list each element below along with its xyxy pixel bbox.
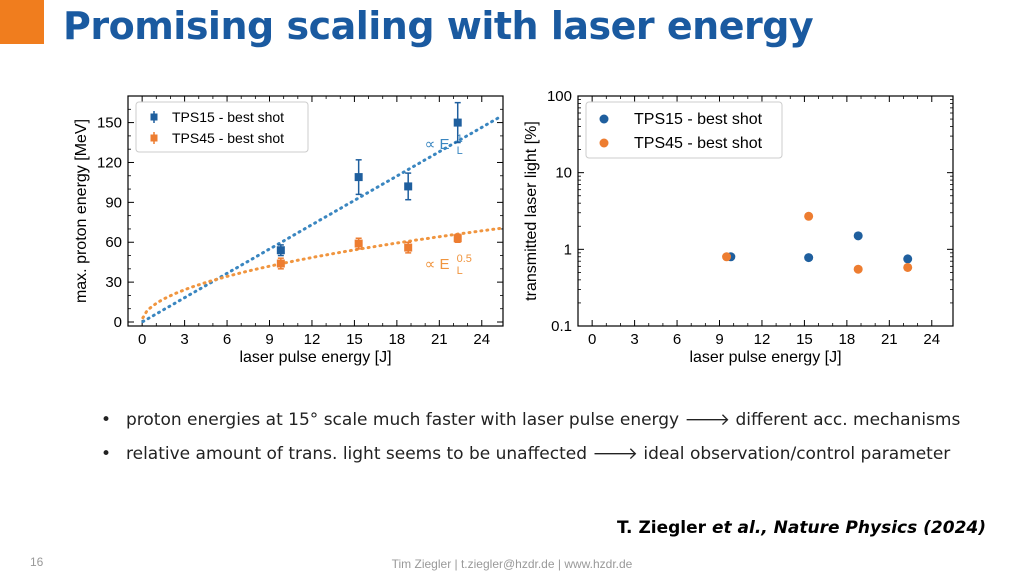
y-tick-label: 0.1 <box>551 318 572 335</box>
data-point <box>276 246 285 255</box>
legend-label: TPS45 - best shot <box>172 130 284 146</box>
x-tick-label: 0 <box>138 331 146 348</box>
y-tick-label: 1 <box>564 241 572 258</box>
y-axis-label: transmitted laser light [%] <box>523 121 540 301</box>
x-tick-label: 6 <box>223 331 231 348</box>
data-point <box>453 118 462 127</box>
data-point <box>903 254 913 264</box>
data-point <box>853 264 863 274</box>
legend-marker <box>150 113 158 121</box>
y-tick-label: 10 <box>555 165 572 182</box>
citation: T. Ziegler et al., Nature Physics (2024) <box>617 518 986 538</box>
x-tick-label: 3 <box>630 331 638 348</box>
y-tick-label: 150 <box>97 115 122 132</box>
fit-label: ∝ E <box>425 136 450 153</box>
y-tick-label: 100 <box>547 88 572 105</box>
x-axis-label: laser pulse energy [J] <box>239 349 391 366</box>
x-tick-label: 21 <box>881 331 898 348</box>
bullet-text: proton energies at 15° scale much faster… <box>126 410 961 430</box>
proton-energy-chart: 0 3 6 9 12 15 18 21 24 0 30 60 90 120 150 laser pulse e… <box>73 95 504 366</box>
bullet-text: relative amount of trans. light seems to… <box>126 444 951 464</box>
x-tick-label: 9 <box>265 331 273 348</box>
legend-box <box>585 101 783 159</box>
data-point <box>853 231 863 241</box>
data-point <box>354 173 363 182</box>
x-tick-label: 15 <box>346 331 363 348</box>
data-point <box>804 253 814 263</box>
fit-label: ∝ E <box>425 256 450 273</box>
legend-label: TPS15 - best shot <box>172 109 284 125</box>
x-tick-label: 9 <box>715 331 723 348</box>
data-point <box>354 239 363 248</box>
page-number: 16 <box>30 555 44 569</box>
bullet-marker: • <box>101 410 112 430</box>
x-tick-label: 18 <box>389 331 406 348</box>
x-axis-label: laser pulse energy [J] <box>689 349 841 366</box>
citation-authors: T. Ziegler <box>617 518 707 538</box>
x-tick-label: 18 <box>839 331 856 348</box>
x-tick-label: 12 <box>754 331 771 348</box>
transmitted-light-chart: 0 3 6 9 12 15 18 21 24 0.1 1 10 100 laser pulse energ… <box>523 88 954 366</box>
data-point <box>804 211 814 221</box>
fit-line <box>141 226 502 320</box>
y-tick-label: 90 <box>105 194 122 211</box>
x-tick-label: 24 <box>473 331 490 348</box>
legend-marker <box>150 134 158 142</box>
footer-text: Tim Ziegler | t.ziegler@hzdr.de | www.hz… <box>391 557 633 571</box>
data-point <box>453 234 462 243</box>
bullet-marker: • <box>101 444 112 464</box>
data-point <box>404 243 413 252</box>
x-tick-label: 21 <box>431 331 448 348</box>
slide-title: Promising scaling with laser energy <box>63 4 814 48</box>
citation-etal: et al., <box>711 518 768 538</box>
fit-label-subscript: L <box>457 265 463 277</box>
y-tick-label: 0 <box>114 314 122 331</box>
data-point <box>903 262 913 272</box>
y-axis-label: max. proton energy [MeV] <box>73 119 90 303</box>
x-tick-label: 15 <box>796 331 813 348</box>
legend-marker <box>599 114 609 124</box>
fit-label-subscript: L <box>457 145 463 157</box>
x-tick-label: 12 <box>304 331 321 348</box>
data-point <box>404 182 413 191</box>
legend-marker <box>599 138 609 148</box>
y-tick-label: 60 <box>105 234 122 251</box>
legend-box <box>135 101 309 153</box>
accent-square <box>0 0 44 44</box>
x-tick-label: 0 <box>588 331 596 348</box>
data-point <box>722 252 732 262</box>
x-tick-label: 3 <box>180 331 188 348</box>
y-tick-label: 30 <box>105 274 122 291</box>
fit-line <box>141 115 502 324</box>
legend-label: TPS15 - best shot <box>634 111 763 128</box>
x-tick-label: 24 <box>923 331 940 348</box>
legend-label: TPS45 - best shot <box>634 135 763 152</box>
y-tick-label: 120 <box>97 154 122 171</box>
fit-label-exponent: 0.5 <box>457 253 472 265</box>
x-tick-label: 6 <box>673 331 681 348</box>
data-point <box>276 259 285 268</box>
fit-label-exponent: 1 <box>457 133 463 145</box>
citation-journal: Nature Physics (2024) <box>773 518 986 538</box>
